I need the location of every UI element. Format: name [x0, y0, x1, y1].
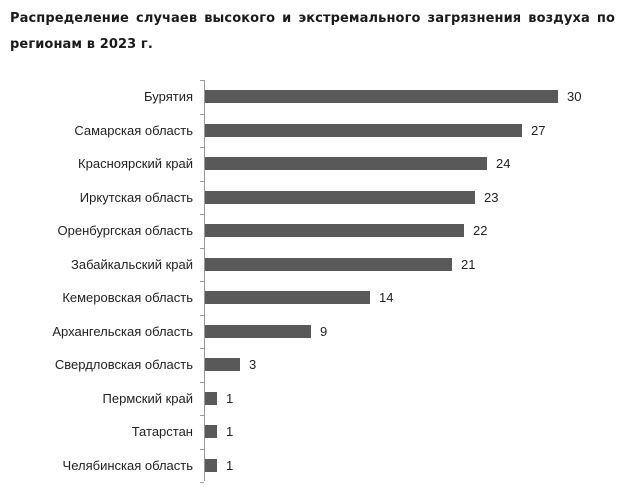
bar [205, 123, 522, 137]
axis-tick [200, 80, 204, 81]
category-label: Иркутская область [79, 189, 193, 205]
bar [205, 157, 487, 170]
bar-row: Кемеровская область 14 [0, 290, 629, 305]
data-label: 27 [531, 122, 546, 138]
data-label: 1 [226, 390, 234, 406]
category-label: Кемеровская область [62, 290, 193, 305]
axis-tick [200, 348, 204, 349]
data-label: 24 [496, 156, 511, 171]
bar-row: Архангельская область 9 [0, 323, 629, 339]
data-label: 14 [379, 290, 394, 305]
bar-row: Оренбургская область 22 [0, 223, 629, 238]
bar [205, 458, 217, 472]
category-label: Татарстан [131, 424, 193, 439]
bar-row: Челябинская область 1 [0, 457, 629, 473]
data-label: 23 [484, 189, 499, 205]
category-label: Оренбургская область [57, 223, 193, 238]
data-label: 9 [320, 323, 328, 339]
axis-tick [200, 214, 204, 215]
bar-row: Самарская область 27 [0, 122, 629, 138]
bar-chart: Бурятия 30 Самарская область 27 Красноярский… [0, 78, 629, 483]
category-axis [204, 80, 205, 481]
category-label: Челябинская область [62, 457, 193, 473]
data-label: 3 [249, 357, 257, 372]
data-label: 21 [461, 256, 476, 272]
axis-tick [200, 147, 204, 148]
category-label: Архангельская область [52, 323, 193, 339]
bar [205, 190, 475, 204]
category-label: Самарская область [74, 122, 193, 138]
bar-row: Иркутская область 23 [0, 189, 629, 205]
bar [205, 257, 452, 271]
bar [205, 90, 558, 103]
category-label: Красноярский край [78, 156, 193, 171]
bar-row: Татарстан 1 [0, 424, 629, 439]
data-label: 22 [473, 223, 488, 238]
bar [205, 291, 370, 304]
category-label: Бурятия [144, 89, 193, 104]
axis-tick [200, 113, 204, 115]
bar [205, 324, 311, 338]
bar-row: Бурятия 30 [0, 89, 629, 104]
bar-row: Пермский край 1 [0, 390, 629, 406]
axis-tick [200, 415, 204, 416]
bar-row: Красноярский край 24 [0, 156, 629, 171]
category-label: Забайкальский край [70, 256, 193, 272]
axis-tick [200, 482, 204, 483]
axis-tick [200, 448, 204, 450]
bar [205, 425, 217, 438]
bar-row: Свердловская область 3 [0, 357, 629, 372]
bar [205, 224, 464, 237]
bar-row: Забайкальский край 21 [0, 256, 629, 272]
axis-tick [200, 180, 204, 182]
axis-tick [200, 314, 204, 316]
bar [205, 391, 217, 405]
data-label: 1 [226, 424, 234, 439]
data-label: 30 [567, 89, 582, 104]
axis-tick [200, 247, 204, 249]
category-label: Пермский край [102, 390, 193, 406]
axis-tick [200, 281, 204, 282]
category-label: Свердловская область [54, 357, 193, 372]
bar [205, 358, 240, 371]
axis-tick [200, 381, 204, 383]
data-label: 1 [226, 457, 234, 473]
chart-title: Распределение случаев высокого и экстрем… [10, 11, 615, 52]
